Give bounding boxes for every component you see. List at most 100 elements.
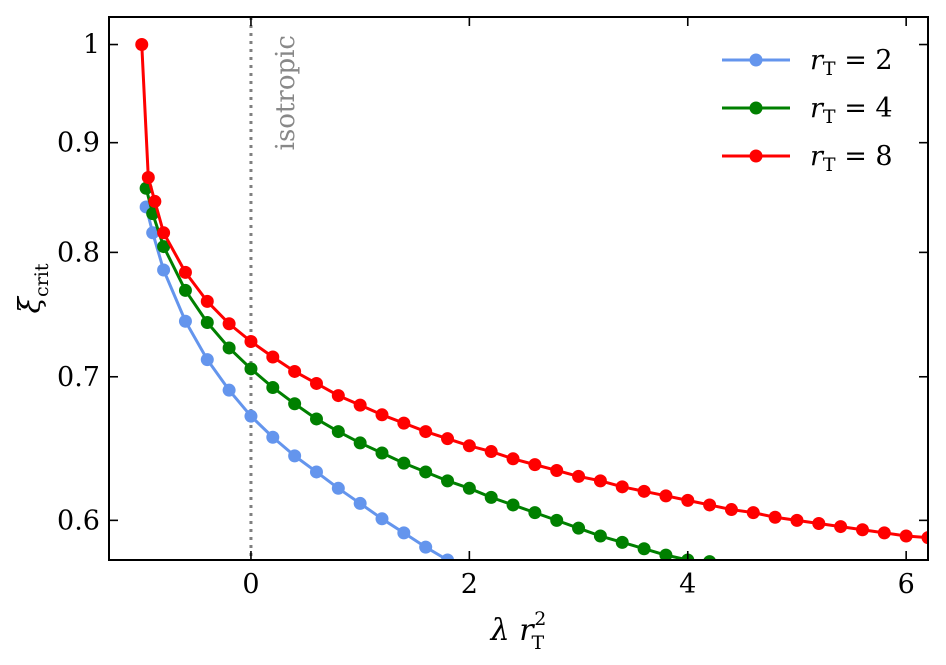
legend-label-main-2: r <box>810 141 825 172</box>
x-axis-label-sub: T <box>532 632 545 654</box>
series-1-point-4 <box>200 315 214 329</box>
series-1-point-9 <box>309 412 323 426</box>
series-2-point-13 <box>375 408 389 422</box>
y-axis-label-main: ξ <box>13 295 48 313</box>
series-2-point-17 <box>462 439 476 453</box>
series-2-point-35 <box>855 523 869 537</box>
x-axis-label-main: λ r <box>490 613 536 648</box>
series-0-point-1 <box>146 226 160 240</box>
series-1-point-3 <box>178 283 192 297</box>
y-axis-label-sub: crit <box>31 263 53 297</box>
series-2-point-31 <box>768 510 782 524</box>
series-2-point-30 <box>746 506 760 520</box>
series-1-point-24 <box>637 542 651 556</box>
series-0-point-5 <box>222 383 236 397</box>
series-1-point-19 <box>528 506 542 520</box>
series-2-point-20 <box>528 458 542 472</box>
series-0-point-15 <box>441 553 455 560</box>
x-tick-label-2: 4 <box>679 569 696 600</box>
x-axis-label: λ rT2 <box>490 608 547 654</box>
series-1-point-27 <box>703 555 716 560</box>
legend-marker-2 <box>749 149 763 163</box>
series-1-point-2 <box>157 240 171 254</box>
series-1-point-22 <box>593 529 607 543</box>
series-1-point-14 <box>419 465 433 479</box>
series-2-point-4 <box>178 265 192 279</box>
series-2-point-5 <box>200 294 214 308</box>
series-2-point-33 <box>812 516 826 530</box>
series-1-point-6 <box>244 362 258 376</box>
series-2-point-36 <box>877 526 891 540</box>
legend-label-rest-1: = 4 <box>836 93 893 124</box>
series-2-point-24 <box>615 480 629 494</box>
series-0-point-4 <box>200 353 214 367</box>
series-2-point-6 <box>222 317 236 331</box>
series-2-point-28 <box>703 498 717 512</box>
series-group <box>135 38 928 560</box>
series-1-point-16 <box>462 481 476 495</box>
x-axis-label-sup: 2 <box>534 608 546 630</box>
series-2-point-9 <box>288 364 302 378</box>
series-0-point-14 <box>419 540 433 554</box>
series-2-point-8 <box>266 350 280 364</box>
series-2-point-3 <box>157 226 171 240</box>
series-1-point-21 <box>572 521 586 535</box>
series-1-point-11 <box>353 436 367 450</box>
series-line-0 <box>144 206 449 560</box>
series-2-point-11 <box>331 389 345 403</box>
series-1-point-25 <box>659 548 673 560</box>
series-1-point-17 <box>484 490 498 504</box>
series-2-point-25 <box>637 484 651 498</box>
series-2-point-32 <box>790 513 804 527</box>
series-1-point-15 <box>441 474 455 488</box>
series-0-point-12 <box>375 512 389 526</box>
series-2-point-34 <box>834 520 848 534</box>
series-2-point-0 <box>135 38 149 52</box>
series-line-1 <box>144 187 709 560</box>
legend-label-main-1: r <box>810 93 825 124</box>
series-2-point-18 <box>484 445 498 459</box>
series-2-point-19 <box>506 452 520 466</box>
series-2-point-37 <box>899 529 913 543</box>
series-2-point-7 <box>244 335 258 349</box>
series-0-point-3 <box>178 314 192 328</box>
y-axis-label: ξcrit <box>13 263 53 313</box>
series-1-point-7 <box>266 380 280 394</box>
legend-label-sub-2: T <box>823 154 836 176</box>
series-2-point-15 <box>419 425 433 439</box>
series-0-point-13 <box>397 526 411 540</box>
series-1-point-13 <box>397 456 411 470</box>
legend-label-1: rT = 4 <box>810 93 893 128</box>
legend-label-2: rT = 8 <box>810 141 893 176</box>
isotropic-label: isotropic <box>271 35 301 150</box>
legend-label-rest-2: = 8 <box>836 141 893 172</box>
series-0-point-6 <box>244 409 258 423</box>
series-2-point-29 <box>724 503 738 517</box>
series-2-point-14 <box>397 416 411 430</box>
series-2-point-27 <box>681 493 695 507</box>
series-2-point-16 <box>441 432 455 446</box>
series-2-point-1 <box>141 170 155 184</box>
legend-label-rest-0: = 2 <box>836 45 893 76</box>
series-0-point-7 <box>266 430 280 444</box>
legend-marker-0 <box>749 53 763 67</box>
series-2-point-2 <box>148 194 162 208</box>
series-1-point-18 <box>506 498 520 512</box>
legend-label-main-0: r <box>810 45 825 76</box>
plot-frame <box>108 16 929 561</box>
series-1-point-5 <box>222 341 236 355</box>
x-tick-label-1: 2 <box>461 569 478 600</box>
series-0-point-8 <box>288 449 302 463</box>
legend-label-0: rT = 2 <box>810 45 893 80</box>
series-1-point-8 <box>288 397 302 411</box>
y-tick-label-2: 0.8 <box>57 237 100 268</box>
legend-label-sub-1: T <box>823 106 836 128</box>
legend-label-sub-0: T <box>823 58 836 80</box>
series-1-point-10 <box>331 425 345 439</box>
x-tick-label-0: 0 <box>242 569 259 600</box>
series-1-point-20 <box>550 513 564 527</box>
series-2-point-21 <box>550 463 564 477</box>
series-0-point-10 <box>331 481 345 495</box>
